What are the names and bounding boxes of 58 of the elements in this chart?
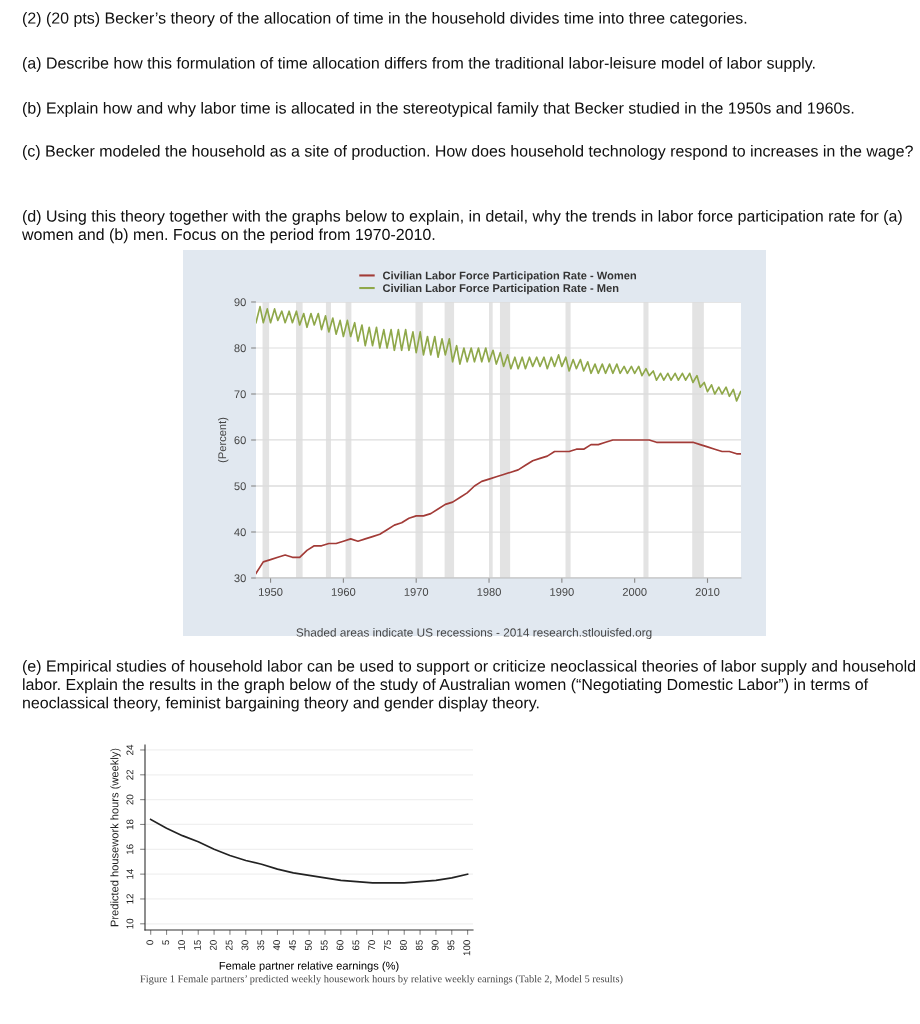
y-tick-label: 80: [234, 344, 246, 353]
text: (2) (20 pts) Becker’s theory of the allocation of time in the household divides time into three categories.: [22, 12, 747, 27]
line-series: [256, 439, 741, 575]
x-tick-label: 25: [225, 940, 233, 951]
x-tick-label: 1980: [477, 588, 501, 596]
line-series: [149, 818, 469, 884]
y-tick-label: 10: [126, 918, 134, 929]
text: Shaded areas indicate US recessions - 2014 research.stlouisfed.org: [296, 628, 652, 640]
y-tick-label: 90: [234, 298, 246, 307]
x-tick-label: 20: [209, 940, 217, 951]
y-tick-label: 14: [126, 869, 134, 879]
y-axis-title: Predicted housework hours (weekly): [110, 748, 121, 927]
x-tick-label: 1970: [404, 588, 429, 596]
x-tick-label: 75: [384, 940, 391, 951]
x-tick-label: 80: [399, 940, 407, 951]
y-tick-label: 20: [126, 794, 134, 805]
y-tick-label: 60: [234, 436, 246, 445]
x-tick-label: 1950: [259, 588, 283, 596]
text: (a) Describe how this formulation of time allocation differs from the traditional labor-leisure model of labor supply.: [22, 57, 815, 72]
x-tick-label: 5: [162, 940, 170, 945]
x-axis-title: Female partner relative earnings (%): [219, 961, 399, 972]
y-tick-label: 18: [126, 819, 134, 830]
legend-label: Civilian Labor Force Participation Rate - Men: [382, 283, 619, 295]
text: (e) Empirical studies of household labor can be used to support or criticize neoclassical theories of labor supply and household labor. Explain the results in the graph below of the study of Australian women (“Negotiating Domestic Labor”) in terms of neoclassical theory, feminist bargaining theory and gender display theory.: [22, 660, 916, 712]
x-tick-label: 50: [304, 940, 312, 951]
x-tick-label: 60: [336, 940, 344, 951]
text: (c) Becker modeled the household as a site of production. How does household technology respond to increases in the wage?: [22, 145, 913, 160]
text: (d) Using this theory together with the graphs below to explain, in detail, why the trends in labor force participation rate for (a) women and (b) men. Focus on the period from 1970-2010.: [21, 210, 902, 244]
legend-label: Civilian Labor Force Participation Rate - Women: [382, 271, 637, 282]
y-tick-label: 50: [234, 482, 246, 491]
x-tick-label: 35: [257, 940, 265, 951]
x-tick-label: 70: [368, 940, 376, 951]
x-tick-label: 40: [273, 940, 281, 951]
y-tick-label: 22: [126, 769, 134, 780]
x-tick-label: 2000: [622, 588, 647, 596]
x-tick-label: 55: [320, 940, 328, 951]
x-tick-label: 1990: [550, 588, 574, 596]
y-tick-label: 16: [126, 844, 134, 854]
x-tick-label: 45: [289, 940, 296, 951]
x-tick-label: 10: [178, 940, 185, 950]
y-axis-title: (Percent): [218, 417, 229, 463]
y-tick-label: 70: [234, 390, 246, 399]
x-tick-label: 85: [415, 940, 423, 951]
x-tick-label: 0: [146, 940, 154, 945]
y-tick-label: 24: [126, 744, 134, 755]
x-tick-label: 95: [447, 940, 455, 951]
x-tick-label: 1960: [331, 588, 356, 596]
x-tick-label: 90: [431, 940, 439, 951]
x-tick-label: 100: [463, 940, 471, 956]
caption: Figure 1 Female partners’ predicted weekly housework hours by relative weekly earnings (Table 2, Model 5 results): [140, 975, 623, 985]
x-tick-label: 65: [352, 940, 360, 951]
y-tick-label: 12: [126, 894, 134, 904]
y-tick-label: 40: [234, 528, 246, 537]
y-tick-label: 30: [234, 574, 246, 583]
line-series: [256, 305, 741, 402]
x-tick-label: 2010: [695, 588, 720, 596]
x-tick-label: 15: [194, 940, 201, 950]
text: (b) Explain how and why labor time is allocated in the stereotypical family that Becker studied in the 1950s and 1960s.: [22, 102, 854, 117]
